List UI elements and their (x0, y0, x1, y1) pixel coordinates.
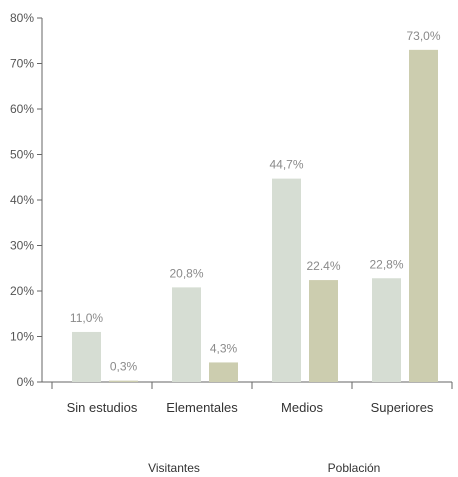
bar-visitantes (72, 331, 101, 382)
bar-visitantes (272, 178, 301, 382)
y-tick-label: 10% (10, 330, 34, 344)
data-label: 4,3% (210, 341, 238, 355)
bar-poblacion (409, 49, 438, 382)
x-category-label: Sin estudios (67, 400, 138, 415)
y-tick-label: 0% (17, 375, 35, 389)
bar-poblacion (309, 280, 338, 382)
y-tick-label: 60% (10, 102, 34, 116)
y-tick-label: 20% (10, 284, 34, 298)
x-category-label: Medios (281, 400, 323, 415)
data-label: 11,0% (70, 311, 103, 325)
data-label: 20,8% (169, 266, 203, 280)
data-label: 22,8% (369, 257, 403, 271)
y-tick-label: 50% (10, 148, 34, 162)
data-label: 44,7% (269, 158, 303, 172)
legend: Visitantes Población (148, 461, 380, 475)
x-category-label: Superiores (371, 400, 434, 415)
data-labels: 11,0% 0,3% 20,8% 4,3% 44,7% 22.4% 22,8% 73,0% (70, 29, 441, 374)
y-tick-label: 40% (10, 193, 34, 207)
x-category-label: Elementales (166, 400, 238, 415)
data-label: 0,3% (110, 360, 138, 374)
bar-visitantes (372, 278, 401, 382)
y-tick-label: 80% (10, 11, 34, 25)
legend-label: Visitantes (148, 461, 200, 475)
y-tick-label: 70% (10, 57, 34, 71)
data-label: 22.4% (306, 259, 340, 273)
y-tick-label: 30% (10, 239, 34, 253)
bar-visitantes (172, 287, 201, 382)
bar-poblacion (209, 362, 238, 382)
y-axis: 0% 10% 20% 30% 40% 50% 60% 70% 80% (10, 11, 43, 389)
bar-poblacion (109, 380, 138, 382)
data-label: 73,0% (406, 29, 440, 43)
bars (72, 49, 438, 382)
legend-label: Población (328, 461, 381, 475)
x-axis: Sin estudios Elementales Medios Superiores (42, 381, 453, 415)
